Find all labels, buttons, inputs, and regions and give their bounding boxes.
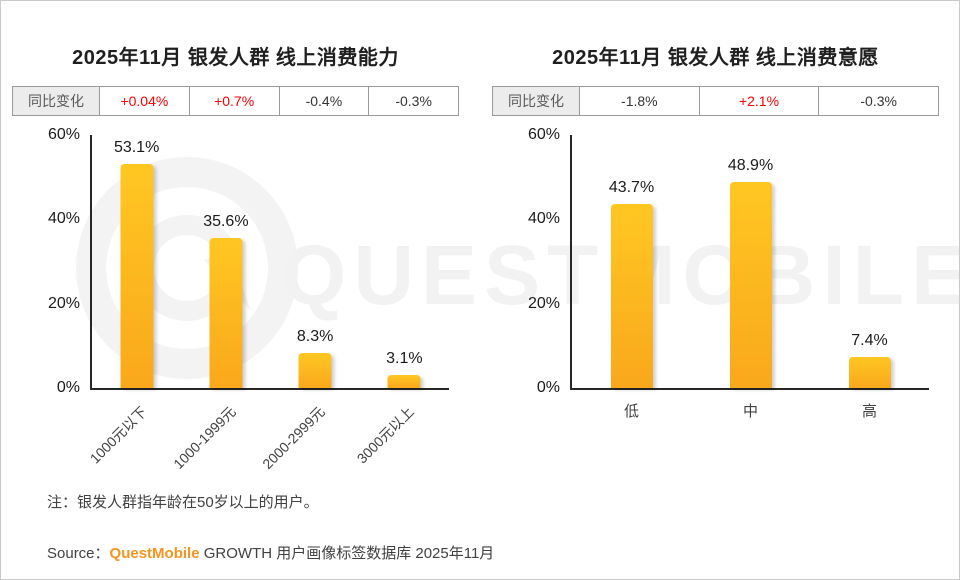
x-tick-label: 3000元以上 xyxy=(354,403,418,467)
chart-title-capacity: 2025年11月 银发人群 线上消费能力 xyxy=(72,47,399,69)
y-tick-label: 20% xyxy=(47,294,80,312)
y-tick-label: 40% xyxy=(527,210,560,228)
yoy-value-cell: -1.8% xyxy=(579,87,699,115)
bar-value-label: 53.1% xyxy=(113,139,160,157)
yoy-value-cell: -0.4% xyxy=(278,87,369,115)
y-tick-label: 20% xyxy=(527,294,560,312)
bar-chart-capacity: 0% 20% 40% 60% 53.1% 1000元以下 35.6% 1000-1999元 8.… xyxy=(12,126,459,472)
source-line: Source：QuestMobile GROWTH 用户画像标签数据库 2025… xyxy=(47,542,494,563)
bar xyxy=(729,181,772,388)
y-tick-label: 0% xyxy=(536,379,560,396)
yoy-value-cell: +2.1% xyxy=(698,87,819,115)
plot-area-capacity: 0% 20% 40% 60% 53.1% 1000元以下 35.6% 1000-1999元 8.… xyxy=(48,126,449,472)
panel-consumption-willingness: 2025年11月 银发人群 线上消费意愿 同比变化 -1.8% +2.1% -0.3%… xyxy=(492,29,939,420)
bar-value-label: 48.9% xyxy=(727,156,774,174)
bar-value-label: 8.3% xyxy=(296,328,334,346)
bar-value-label: 3.1% xyxy=(386,349,423,367)
y-tick-label: 0% xyxy=(56,379,80,396)
footnote: 注：银发人群指年龄在50岁以上的用户。 xyxy=(47,494,319,511)
bar xyxy=(387,374,421,388)
source-prefix: Source： xyxy=(47,545,110,562)
yoy-header-cell: 同比变化 xyxy=(493,87,579,115)
chart-title-willingness: 2025年11月 银发人群 线上消费意愿 xyxy=(552,47,879,69)
x-tick-label: 高 xyxy=(861,403,878,420)
bar-value-label: 35.6% xyxy=(203,212,249,230)
x-tick-label: 1000-1999元 xyxy=(170,403,239,472)
x-tick-label: 低 xyxy=(623,403,640,420)
bar xyxy=(848,356,891,388)
yoy-value-cell: -0.3% xyxy=(818,87,938,115)
source-suffix: GROWTH 用户画像标签数据库 2025年11月 xyxy=(199,545,495,562)
yoy-value-cell: -0.3% xyxy=(368,87,458,115)
yoy-table-willingness: 同比变化 -1.8% +2.1% -0.3% xyxy=(492,86,939,116)
bar-chart-willingness: 0% 20% 40% 60% 43.7% 低 48.9% 中 7.4% 高 xyxy=(492,126,939,420)
bar xyxy=(120,164,154,388)
x-tick-label: 1000元以下 xyxy=(86,403,150,467)
plot-area-willingness: 0% 20% 40% 60% 43.7% 低 48.9% 中 7.4% 高 xyxy=(528,126,929,420)
bar-value-label: 43.7% xyxy=(608,178,655,196)
bar xyxy=(298,353,332,388)
panel-consumption-capacity: 2025年11月 银发人群 线上消费能力 同比变化 +0.04% +0.7% -0.4… xyxy=(12,29,459,472)
y-tick-label: 60% xyxy=(47,126,80,143)
x-tick-label: 2000-2999元 xyxy=(259,403,328,472)
y-tick-label: 60% xyxy=(527,126,560,143)
yoy-table-capacity: 同比变化 +0.04% +0.7% -0.4% -0.3% xyxy=(12,86,459,116)
source-brand: QuestMobile xyxy=(109,545,200,562)
yoy-value-cell: +0.7% xyxy=(188,87,279,115)
y-tick-label: 40% xyxy=(47,210,80,228)
x-tick-label: 中 xyxy=(742,403,759,420)
bar xyxy=(209,237,243,388)
yoy-header-cell: 同比变化 xyxy=(13,87,99,115)
bar-value-label: 7.4% xyxy=(851,331,888,349)
bar xyxy=(610,203,653,388)
yoy-value-cell: +0.04% xyxy=(99,87,189,115)
